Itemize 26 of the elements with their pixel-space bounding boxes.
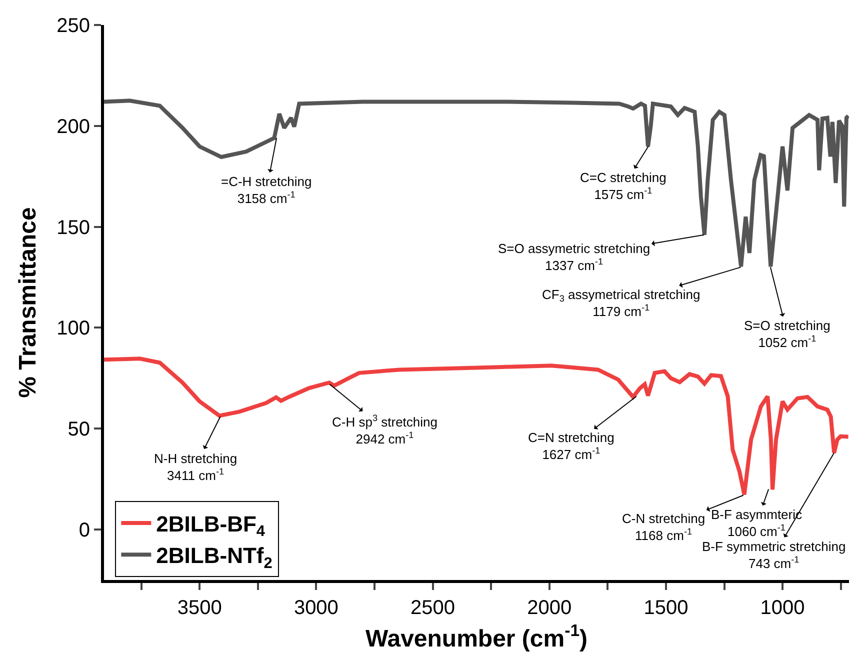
y-tick-label: 250	[56, 15, 90, 37]
x-tick-label: 1000	[760, 597, 805, 619]
y-tick-label: 200	[56, 116, 90, 138]
line-series	[104, 356, 849, 497]
y-tick-label: 150	[56, 216, 90, 239]
x-tick-label: 3500	[177, 597, 222, 619]
x-tick-label: 2000	[527, 597, 572, 619]
y-axis-title: % Transmittance	[14, 207, 42, 398]
x-tick-label: 3000	[294, 597, 338, 619]
line-series	[104, 98, 849, 269]
annotation: N-H stretching 3411 cm$^{-1}$	[154, 451, 238, 483]
x-tick-label: 2500	[410, 597, 456, 619]
x-tick-label: 1500	[644, 597, 688, 619]
x-axis-title: Wavenumber (cm$^{-1}$)	[365, 621, 588, 652]
annotation: C-H sp$^{3}$ stretching 2942 cm$^{-1}$	[332, 413, 438, 446]
annotation: C=C stretching 1575 cm$^{-1}$	[580, 170, 666, 202]
annotation: =C-H stretching 3158 cm$^{-1}$	[221, 174, 312, 206]
annotation: C=N stretching 1627 cm$^{-1}$	[528, 430, 614, 462]
annotation: S=O stretching 1052 cm$^{-1}$	[744, 318, 830, 350]
y-tick-label: 50	[68, 418, 90, 441]
legend-label: 2BILB-BF$_{4}$	[156, 512, 266, 540]
y-tick-label: 100	[56, 318, 90, 340]
legend-label: 2BILB-NTf$_{2}$	[156, 543, 272, 572]
annotation: S=O assymetric stretching 1337 cm$^{-1}$	[498, 241, 650, 273]
y-tick-label: 0	[78, 520, 90, 542]
annotation: CF$_{3}$ assymetrical stretching 1179 cm$^{-1}$	[542, 287, 700, 319]
